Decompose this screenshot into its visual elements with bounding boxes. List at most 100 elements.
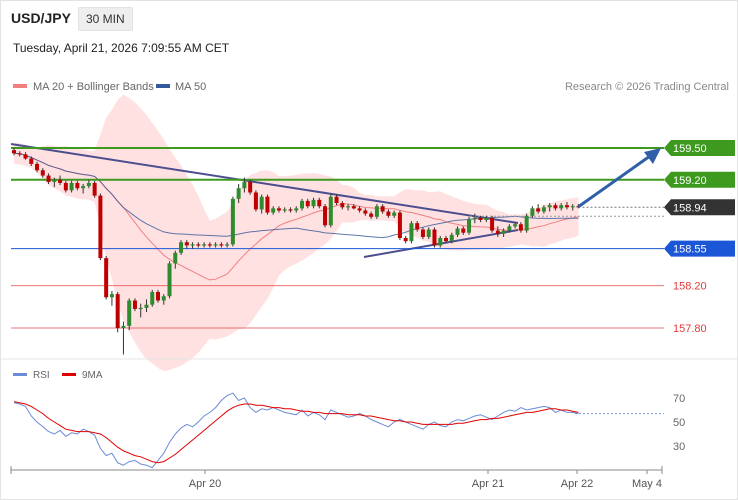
level-tags: 159.50 159.20 158.94 158.55 158.20 157.80 [664,140,735,335]
candle-body [426,229,431,237]
candle-body [236,188,241,199]
candle-body [495,230,500,234]
candle-body [46,175,51,182]
candle-body [541,207,546,212]
timeframe-badge[interactable]: 30 MIN [78,7,133,31]
candle-body [363,210,368,214]
candle-body [288,209,293,211]
candle-body [501,230,506,234]
candle-body [225,244,230,246]
ma50-legend: MA 50 [175,81,206,93]
support-label: 157.80 [673,323,707,335]
support-label: 158.20 [673,281,707,293]
resistance-tag [664,140,735,156]
price-legend: MA 20 + Bollinger Bands MA 50 Research ©… [13,81,729,93]
candle-body [374,206,379,217]
rsi-ma-legend-label: 9MA [82,370,103,381]
current-price-tag [664,199,735,216]
candle-body [409,223,414,242]
candle-body [17,153,22,155]
candle-body [86,182,91,187]
candle-body [328,196,333,226]
descending-trendline [10,143,519,224]
candle-body [340,203,345,208]
candle-body [98,195,103,259]
candle-body [380,206,385,212]
candle-body [432,229,437,246]
resistance-tag [664,171,735,188]
rsi-tick-label: 30 [673,441,685,453]
candle-body [305,200,310,207]
candle-body [484,217,489,220]
candle-body [271,208,276,213]
candle-body [132,300,137,309]
candle-body [300,200,304,209]
candle-body [403,238,408,242]
candle-body [109,294,114,298]
candle-body [357,208,362,211]
candle-body [144,304,149,308]
candle-body [369,213,374,217]
bollinger-band [14,94,579,372]
resistance-label: 159.20 [673,175,707,187]
candle-body [265,196,270,213]
candle-body [559,205,564,209]
candle-body [311,199,316,207]
rsi-legend: RSI 9MA [13,370,103,381]
candle-body [455,228,460,235]
rsi-legend-label: RSI [33,370,50,381]
x-axis-label: Apr 21 [472,478,504,490]
candle-body [150,292,155,305]
candle-body [467,218,472,233]
candle-body [386,211,391,216]
candle-body [58,179,63,183]
x-axis-label: Apr 20 [189,478,221,490]
rsi-ma-line [13,401,579,464]
projection-arrow-layer [577,148,661,209]
candle-body [415,223,420,230]
datetime-label: Tuesday, April 21, 2026 7:09:55 AM CET [13,41,230,55]
rsi-swatch [13,373,27,376]
candle-body [190,244,195,246]
candle-body [351,206,356,209]
pivot-label: 158.55 [673,244,707,256]
candle-body [184,242,189,246]
candle-body [92,182,97,196]
candle-body [35,163,40,171]
bollinger-band-layer [14,94,579,372]
candle-body [167,263,172,297]
candle-body [282,209,287,211]
ma20-legend: MA 20 + Bollinger Bands [33,81,154,93]
candle-body [547,205,552,208]
rsi-panel: 70 50 30 [13,392,685,469]
candle-body [317,199,322,207]
candle-body [242,181,247,189]
candle-body [121,325,126,328]
candle-body [444,238,448,242]
candle-body [230,198,235,245]
price-levels [11,147,664,329]
candle-body [276,208,281,211]
candle-body [138,307,143,310]
candle-body [472,217,477,220]
candle-body [346,206,351,208]
rsi-tick-label: 50 [673,417,685,429]
candle-body [513,224,518,227]
candle-body [449,234,454,242]
candle-body [461,228,466,233]
candle-body [69,182,74,191]
candle-body [213,244,218,246]
candle-body [202,244,207,246]
candle-body [253,192,258,210]
projection-arrow-shaft [577,154,651,209]
candle-body [507,226,512,231]
candle-body [161,296,166,301]
candle-body [207,244,212,246]
credit-text: Research © 2026 Trading Central [565,81,729,93]
ma20-swatch [13,84,27,88]
pivot-tag [664,240,735,257]
rsi-line [13,392,579,469]
candle-body [420,229,425,237]
candle-body [518,224,523,231]
